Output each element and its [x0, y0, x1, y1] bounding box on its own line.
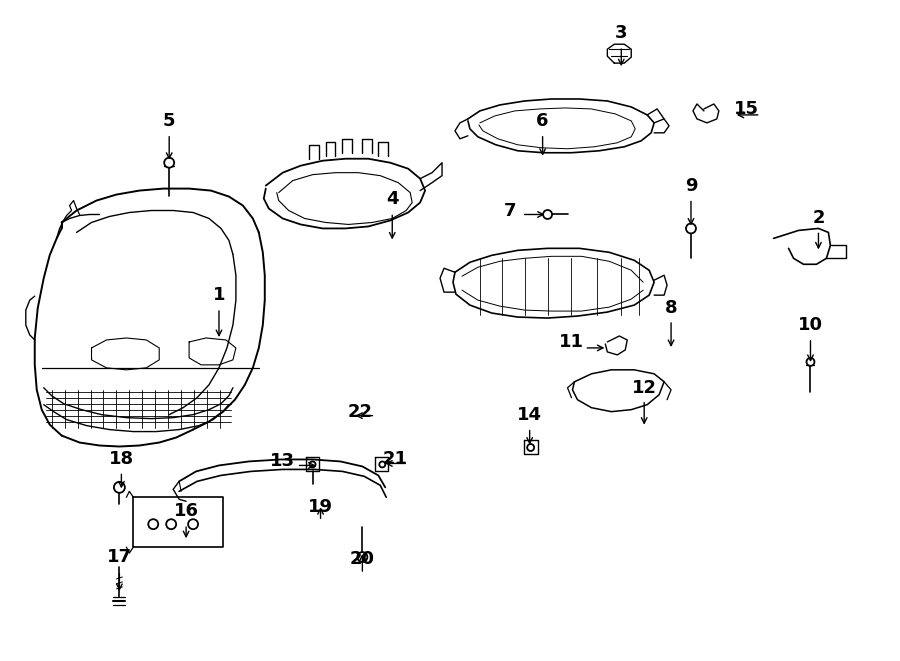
Circle shape [310, 461, 316, 467]
Circle shape [166, 519, 176, 529]
Text: 19: 19 [308, 498, 333, 516]
Text: 9: 9 [685, 176, 698, 194]
Text: 13: 13 [270, 452, 295, 471]
Circle shape [148, 519, 158, 529]
Text: 7: 7 [503, 202, 516, 219]
Text: 14: 14 [518, 406, 542, 424]
Text: 18: 18 [109, 450, 134, 469]
Text: 15: 15 [734, 100, 760, 118]
Circle shape [379, 461, 385, 467]
Text: 2: 2 [812, 210, 824, 227]
Circle shape [686, 223, 696, 233]
Text: 20: 20 [350, 550, 375, 568]
Text: 17: 17 [107, 548, 132, 566]
Circle shape [543, 210, 552, 219]
Circle shape [527, 444, 534, 451]
Text: 11: 11 [559, 333, 584, 351]
Text: 5: 5 [163, 112, 176, 130]
Text: 1: 1 [212, 286, 225, 304]
Circle shape [114, 482, 125, 493]
Circle shape [164, 158, 175, 168]
Circle shape [357, 552, 367, 562]
Text: 3: 3 [615, 24, 627, 42]
Text: 21: 21 [382, 450, 408, 469]
Text: 10: 10 [798, 316, 823, 334]
Text: 22: 22 [348, 403, 373, 420]
Circle shape [806, 358, 814, 366]
Text: 8: 8 [665, 299, 678, 317]
Text: 16: 16 [174, 502, 199, 520]
Text: 12: 12 [632, 379, 657, 397]
Circle shape [188, 519, 198, 529]
Text: 6: 6 [536, 112, 549, 130]
Text: 4: 4 [386, 190, 399, 208]
